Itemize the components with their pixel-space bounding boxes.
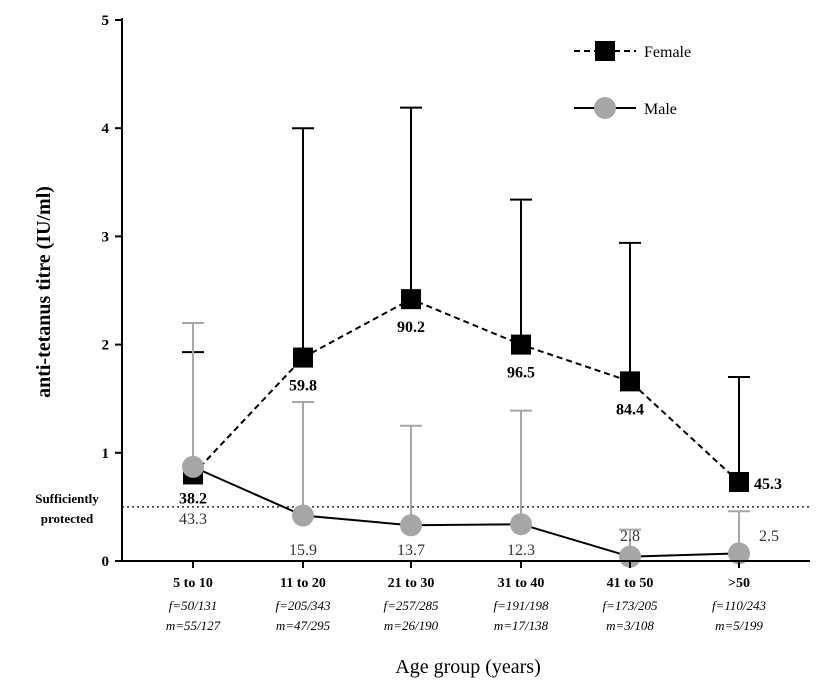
x-tick-label: 11 to 20 bbox=[280, 576, 326, 591]
x-tick-label: 21 to 30 bbox=[388, 576, 435, 591]
female-error-bars bbox=[182, 106, 750, 483]
male-point bbox=[182, 455, 204, 478]
male-data-label: 12.3 bbox=[507, 542, 535, 559]
male-point bbox=[292, 504, 314, 527]
x-male-count-label: m=3/108 bbox=[606, 618, 654, 633]
male-point bbox=[400, 514, 422, 537]
x-female-count-label: f=205/343 bbox=[276, 598, 331, 613]
male-series-line bbox=[192, 465, 740, 558]
male-data-label: 2.8 bbox=[620, 528, 640, 545]
y-axis-title: anti-tetanus titre (IU/ml) bbox=[33, 186, 55, 398]
y-tick-label: 3 bbox=[102, 229, 110, 245]
male-point bbox=[510, 513, 532, 536]
female-data-label: 45.3 bbox=[754, 476, 782, 493]
x-male-count-label: m=55/127 bbox=[166, 618, 221, 633]
female-series-line bbox=[192, 298, 740, 483]
female-data-label: 96.5 bbox=[507, 365, 535, 382]
x-male-count-label: m=17/138 bbox=[494, 618, 549, 633]
y-tick-label: 1 bbox=[102, 446, 110, 462]
series-markers bbox=[182, 289, 750, 568]
threshold-label-line1: Sufficiently bbox=[35, 491, 99, 506]
threshold-label-line2: protected bbox=[41, 511, 94, 526]
legend-female-label: Female bbox=[644, 44, 691, 61]
x-female-count-label: f=257/285 bbox=[384, 598, 439, 613]
x-female-count-label: f=50/131 bbox=[169, 598, 218, 613]
x-axis-title: Age group (years) bbox=[395, 656, 541, 678]
x-tick-label: 5 to 10 bbox=[173, 576, 213, 591]
female-data-label: 59.8 bbox=[289, 378, 317, 395]
x-female-count-label: f=173/205 bbox=[603, 598, 658, 613]
male-data-label: 43.3 bbox=[179, 511, 207, 528]
male-error-bars bbox=[182, 321, 750, 557]
female-point bbox=[401, 289, 421, 310]
female-point bbox=[293, 347, 313, 368]
x-male-count-label: m=26/190 bbox=[384, 618, 439, 633]
male-point bbox=[728, 542, 750, 565]
x-tick-label: 41 to 50 bbox=[607, 576, 654, 591]
female-point bbox=[511, 334, 531, 355]
y-tick-label: 2 bbox=[102, 338, 110, 354]
data-labels: 38.2 59.8 90.2 96.5 84.4 45.3 43.3 15.9 13.7 12.3… bbox=[179, 319, 782, 559]
y-tick-label: 4 bbox=[102, 121, 110, 137]
legend-male-label: Male bbox=[644, 101, 677, 118]
female-data-label: 38.2 bbox=[179, 490, 207, 507]
male-point bbox=[619, 545, 641, 568]
x-male-count-label: m=5/199 bbox=[715, 618, 763, 633]
male-data-label: 15.9 bbox=[289, 542, 317, 559]
series-lines bbox=[192, 298, 740, 558]
female-data-label: 84.4 bbox=[616, 401, 644, 418]
y-tick-label: 5 bbox=[102, 13, 110, 29]
female-data-label: 90.2 bbox=[397, 319, 425, 336]
male-data-label: 13.7 bbox=[397, 542, 425, 559]
female-point bbox=[620, 371, 640, 392]
male-data-label: 2.5 bbox=[759, 528, 779, 545]
x-female-count-label: f=110/243 bbox=[712, 598, 767, 613]
legend: Female Male bbox=[574, 41, 691, 119]
legend-female-marker bbox=[595, 41, 615, 61]
female-point bbox=[729, 472, 749, 493]
x-tick-label: >50 bbox=[728, 576, 750, 591]
x-tick-label: 31 to 40 bbox=[498, 576, 545, 591]
x-female-count-label: f=191/198 bbox=[494, 598, 549, 613]
y-tick-label: 0 bbox=[102, 554, 110, 570]
axes: 0 1 2 3 4 5 5 to 10 f=50/131 m=55/127 11 to 20 f=2… bbox=[102, 13, 810, 633]
legend-male-marker bbox=[594, 97, 616, 119]
x-male-count-label: m=47/295 bbox=[276, 618, 331, 633]
